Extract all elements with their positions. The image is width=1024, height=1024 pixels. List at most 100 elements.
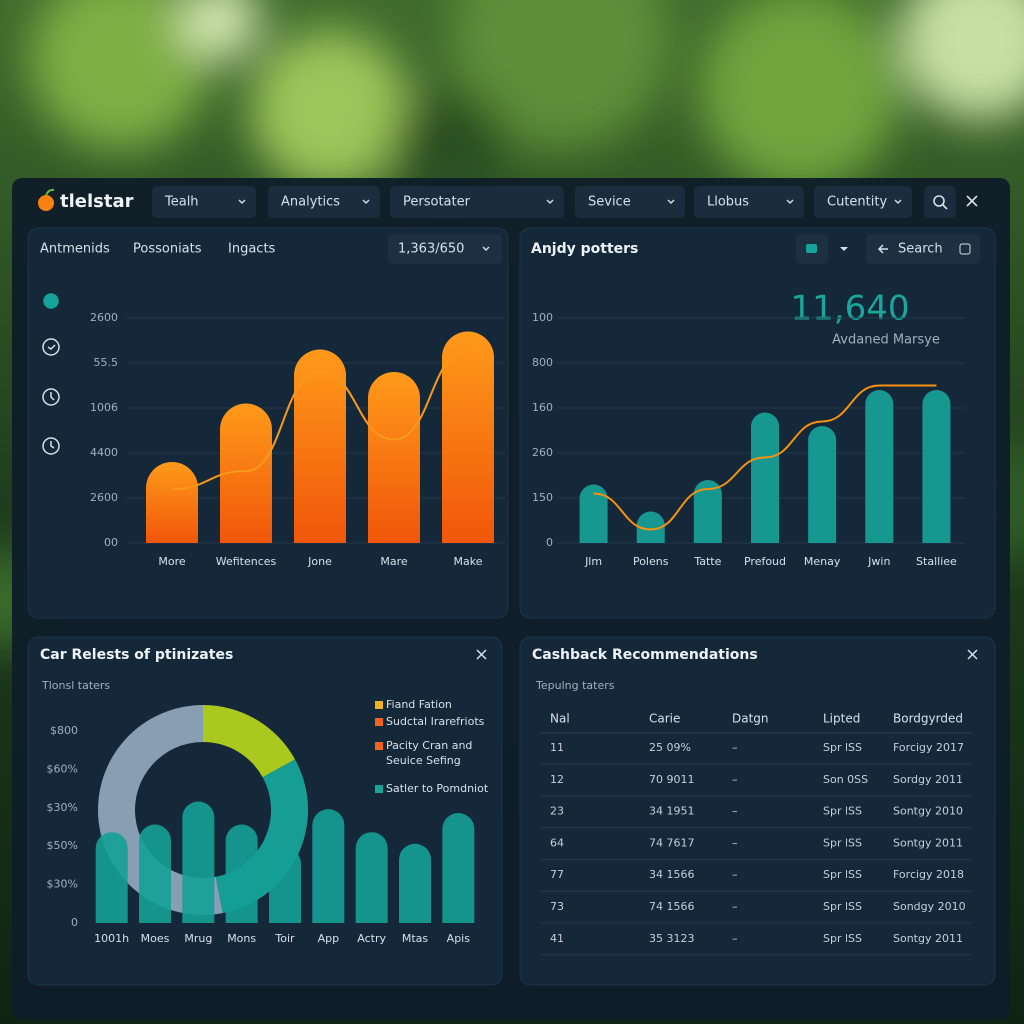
legend-label: Sudctal Irarefriots [386,715,485,728]
bar [579,484,608,543]
cell: Son 0SS [823,773,868,786]
menu[interactable] [575,186,685,218]
nav: Tealh Analytics Persotater Sevice Llobus Cute… [152,186,912,218]
bar [399,843,431,923]
y-tick-label: 260 [532,446,553,459]
bar [751,412,779,543]
search-button[interactable] [924,186,956,218]
search-button[interactable] [866,234,980,264]
x-tick-label: Polens [633,555,669,568]
cell: – [732,773,738,786]
y-tick-label: $30% [47,878,78,891]
cell: – [732,741,738,754]
y-tick-label: 2600 [90,311,118,324]
icon [959,243,971,255]
panel [519,636,996,986]
menu-label: Tealh [164,195,199,210]
menu[interactable] [694,186,804,218]
close-icon[interactable] [966,195,978,207]
menu[interactable] [814,186,912,218]
chart: 00 2600 4400 1006 55.5 2600 More Wefitences Jone… [90,311,505,568]
x-tick-label: Tatte [693,555,721,568]
y-tick-label: $60% [47,762,78,775]
x-tick-label: More [158,555,186,568]
chevron [238,199,246,204]
side-icons [42,293,60,455]
chevron [362,199,370,204]
tab[interactable]: Possoniats [133,242,202,257]
cell: Spr lSS [823,805,862,818]
cell: – [732,900,738,913]
menu-label: Cutentity [827,195,887,210]
bar [146,462,198,543]
y-tick-label: $800 [50,724,78,737]
panel-title: Car Relests of ptinizates [40,647,233,663]
cell: 23 [550,805,564,818]
menu[interactable] [268,186,380,218]
x-tick-label: Jwin [867,555,890,568]
y-tick-label: 160 [532,401,553,414]
search-label: Search [898,242,943,257]
bar [865,390,894,543]
x-tick-label: App [318,932,340,945]
cell: Sondgy 2010 [893,900,966,913]
search-icon [942,204,948,210]
tab[interactable]: Antmenids [40,242,110,257]
cell: Spr lSS [823,932,862,945]
menu[interactable] [390,186,564,218]
menu-label: Llobus [707,195,749,210]
cell: 70 9011 [649,773,695,786]
x-tick-label: Stalliee [916,555,957,568]
close-icon[interactable] [967,649,978,660]
cell: 41 [550,932,564,945]
cell: Sontgy 2011 [893,932,963,945]
x-tick-label: Apis [447,932,471,945]
bar [442,813,475,923]
close-icon[interactable] [476,649,487,660]
cell: Forcigy 2018 [893,868,964,881]
x-tick-label: Mare [380,555,408,568]
y-tick-label: 0 [71,916,78,929]
tab[interactable]: Ingacts [228,242,276,257]
cell: Spr lSS [823,900,862,913]
selector[interactable] [388,234,502,264]
cell: 11 [550,741,564,754]
legend-swatch [375,742,383,750]
chevron [546,199,554,204]
cell: Sontgy 2010 [893,805,963,818]
x-tick-label: Jlm [584,555,602,568]
table: Nal Carie Datgn Lipted Bordgyrded 11 25 09% – Sp… [540,712,972,956]
icon [806,244,817,253]
cell: Sontgy 2011 [893,836,963,849]
cell: – [732,868,738,881]
menu-label: Persotater [403,195,471,210]
menu-label: Analytics [281,195,340,210]
column-header: Bordgyrded [893,712,963,726]
y-tick-label: 0 [546,536,553,549]
legend-entry: Sudctal Irarefriots [386,715,485,728]
chevron [786,199,794,204]
legend-entry: Fiand Fation [386,698,452,711]
column-header: Lipted [823,712,860,726]
cell: 34 1951 [649,805,695,818]
cell: 73 [550,900,564,913]
menu[interactable] [152,186,256,218]
column-header: Nal [550,712,570,726]
x-tick-label: Actry [357,932,386,945]
cell: 25 09% [649,741,691,754]
legend-label: Pacity Cran and Seuice Sefing [386,739,473,767]
bar [693,480,722,543]
y-tick-label: 00 [104,536,118,549]
trend-line [171,348,469,490]
legend-entry: Satler to Pomdniot [386,782,488,795]
chevron [482,246,490,251]
x-tick-label: Prefoud [744,555,786,568]
y-tick-label: 4400 [90,446,118,459]
chevron [840,247,848,251]
x-tick-label: Menay [804,555,841,568]
legend-label: Fiand Fation [386,698,452,711]
bar [269,847,301,923]
x-tick-label: 1001h [94,932,129,945]
